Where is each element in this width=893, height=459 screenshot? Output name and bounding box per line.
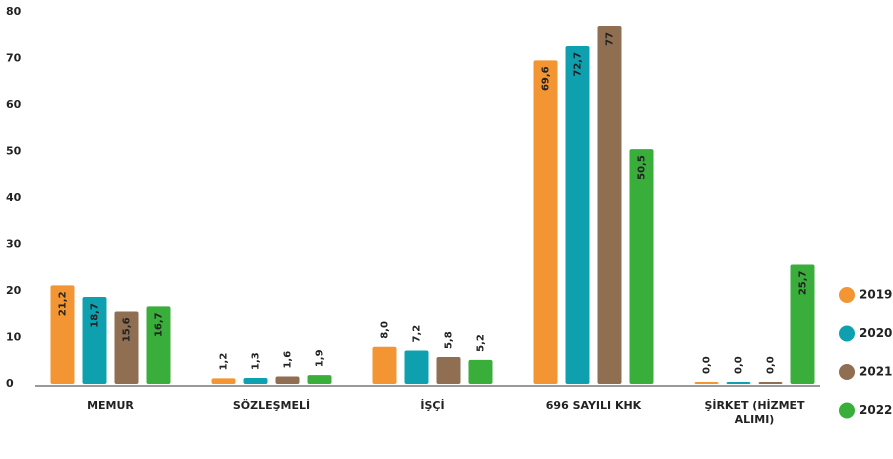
value-label: 5,2 bbox=[476, 334, 487, 352]
bar bbox=[275, 376, 300, 384]
value-label: 1,6 bbox=[283, 351, 294, 369]
y-tick-label: 70 bbox=[6, 52, 22, 65]
value-label: 77 bbox=[605, 32, 616, 46]
value-label: 7,2 bbox=[412, 325, 423, 343]
value-label: 15,6 bbox=[122, 317, 133, 342]
y-tick-label: 20 bbox=[6, 284, 22, 297]
bar bbox=[468, 359, 493, 384]
x-tick-label: SÖZLEŞMELİ bbox=[232, 399, 311, 412]
bar bbox=[243, 377, 268, 384]
bar bbox=[726, 382, 751, 384]
bar bbox=[372, 346, 397, 384]
bar bbox=[597, 25, 622, 384]
bar bbox=[758, 382, 783, 384]
bar bbox=[436, 357, 461, 384]
legend-swatch bbox=[839, 325, 855, 342]
value-label: 5,8 bbox=[444, 331, 455, 349]
y-tick-label: 60 bbox=[6, 98, 22, 111]
bar bbox=[404, 350, 429, 384]
value-label: 72,7 bbox=[573, 52, 584, 77]
bar bbox=[307, 375, 332, 384]
value-label: 1,2 bbox=[219, 353, 230, 371]
value-label: 1,3 bbox=[251, 352, 262, 370]
value-label: 0,0 bbox=[702, 356, 713, 374]
value-label: 69,6 bbox=[541, 66, 552, 91]
bar bbox=[565, 45, 590, 384]
bar bbox=[146, 306, 171, 384]
bar bbox=[694, 382, 719, 384]
legend-swatch bbox=[839, 402, 855, 419]
bar bbox=[790, 264, 815, 384]
value-label: 50,5 bbox=[637, 155, 648, 180]
value-label: 21,2 bbox=[58, 291, 69, 316]
y-tick-label: 50 bbox=[6, 145, 22, 158]
value-label: 0,0 bbox=[766, 356, 777, 374]
x-tick-label: MEMUR bbox=[87, 399, 134, 412]
x-tick-label: ŞİRKET (HİZMET ALIMI) bbox=[704, 399, 805, 426]
bar bbox=[82, 297, 107, 384]
value-label: 25,7 bbox=[798, 270, 809, 295]
legend-swatch bbox=[839, 364, 855, 380]
bar bbox=[114, 311, 139, 384]
value-label: 8,0 bbox=[380, 321, 391, 339]
bar bbox=[211, 378, 236, 384]
legend-label: 2022 bbox=[859, 403, 892, 417]
legend-label: 2021 bbox=[859, 365, 892, 379]
legend-swatch bbox=[839, 287, 855, 303]
legend-label: 2019 bbox=[859, 288, 892, 302]
value-label: 1,9 bbox=[315, 349, 326, 367]
x-tick-label: 696 SAYILI KHK bbox=[545, 399, 642, 412]
y-tick-label: 10 bbox=[6, 331, 22, 344]
y-tick-label: 80 bbox=[6, 5, 22, 18]
legend-label: 2020 bbox=[859, 326, 892, 340]
value-label: 18,7 bbox=[90, 303, 101, 328]
y-tick-label: 30 bbox=[6, 238, 22, 251]
y-tick-label: 40 bbox=[6, 191, 22, 204]
x-tick-label: İŞÇİ bbox=[420, 399, 445, 412]
y-tick-label: 0 bbox=[6, 377, 14, 390]
value-label: 16,7 bbox=[154, 312, 165, 337]
bar bbox=[50, 285, 75, 384]
value-label: 0,0 bbox=[734, 356, 745, 374]
bar bbox=[533, 60, 558, 385]
bar bbox=[629, 149, 654, 384]
